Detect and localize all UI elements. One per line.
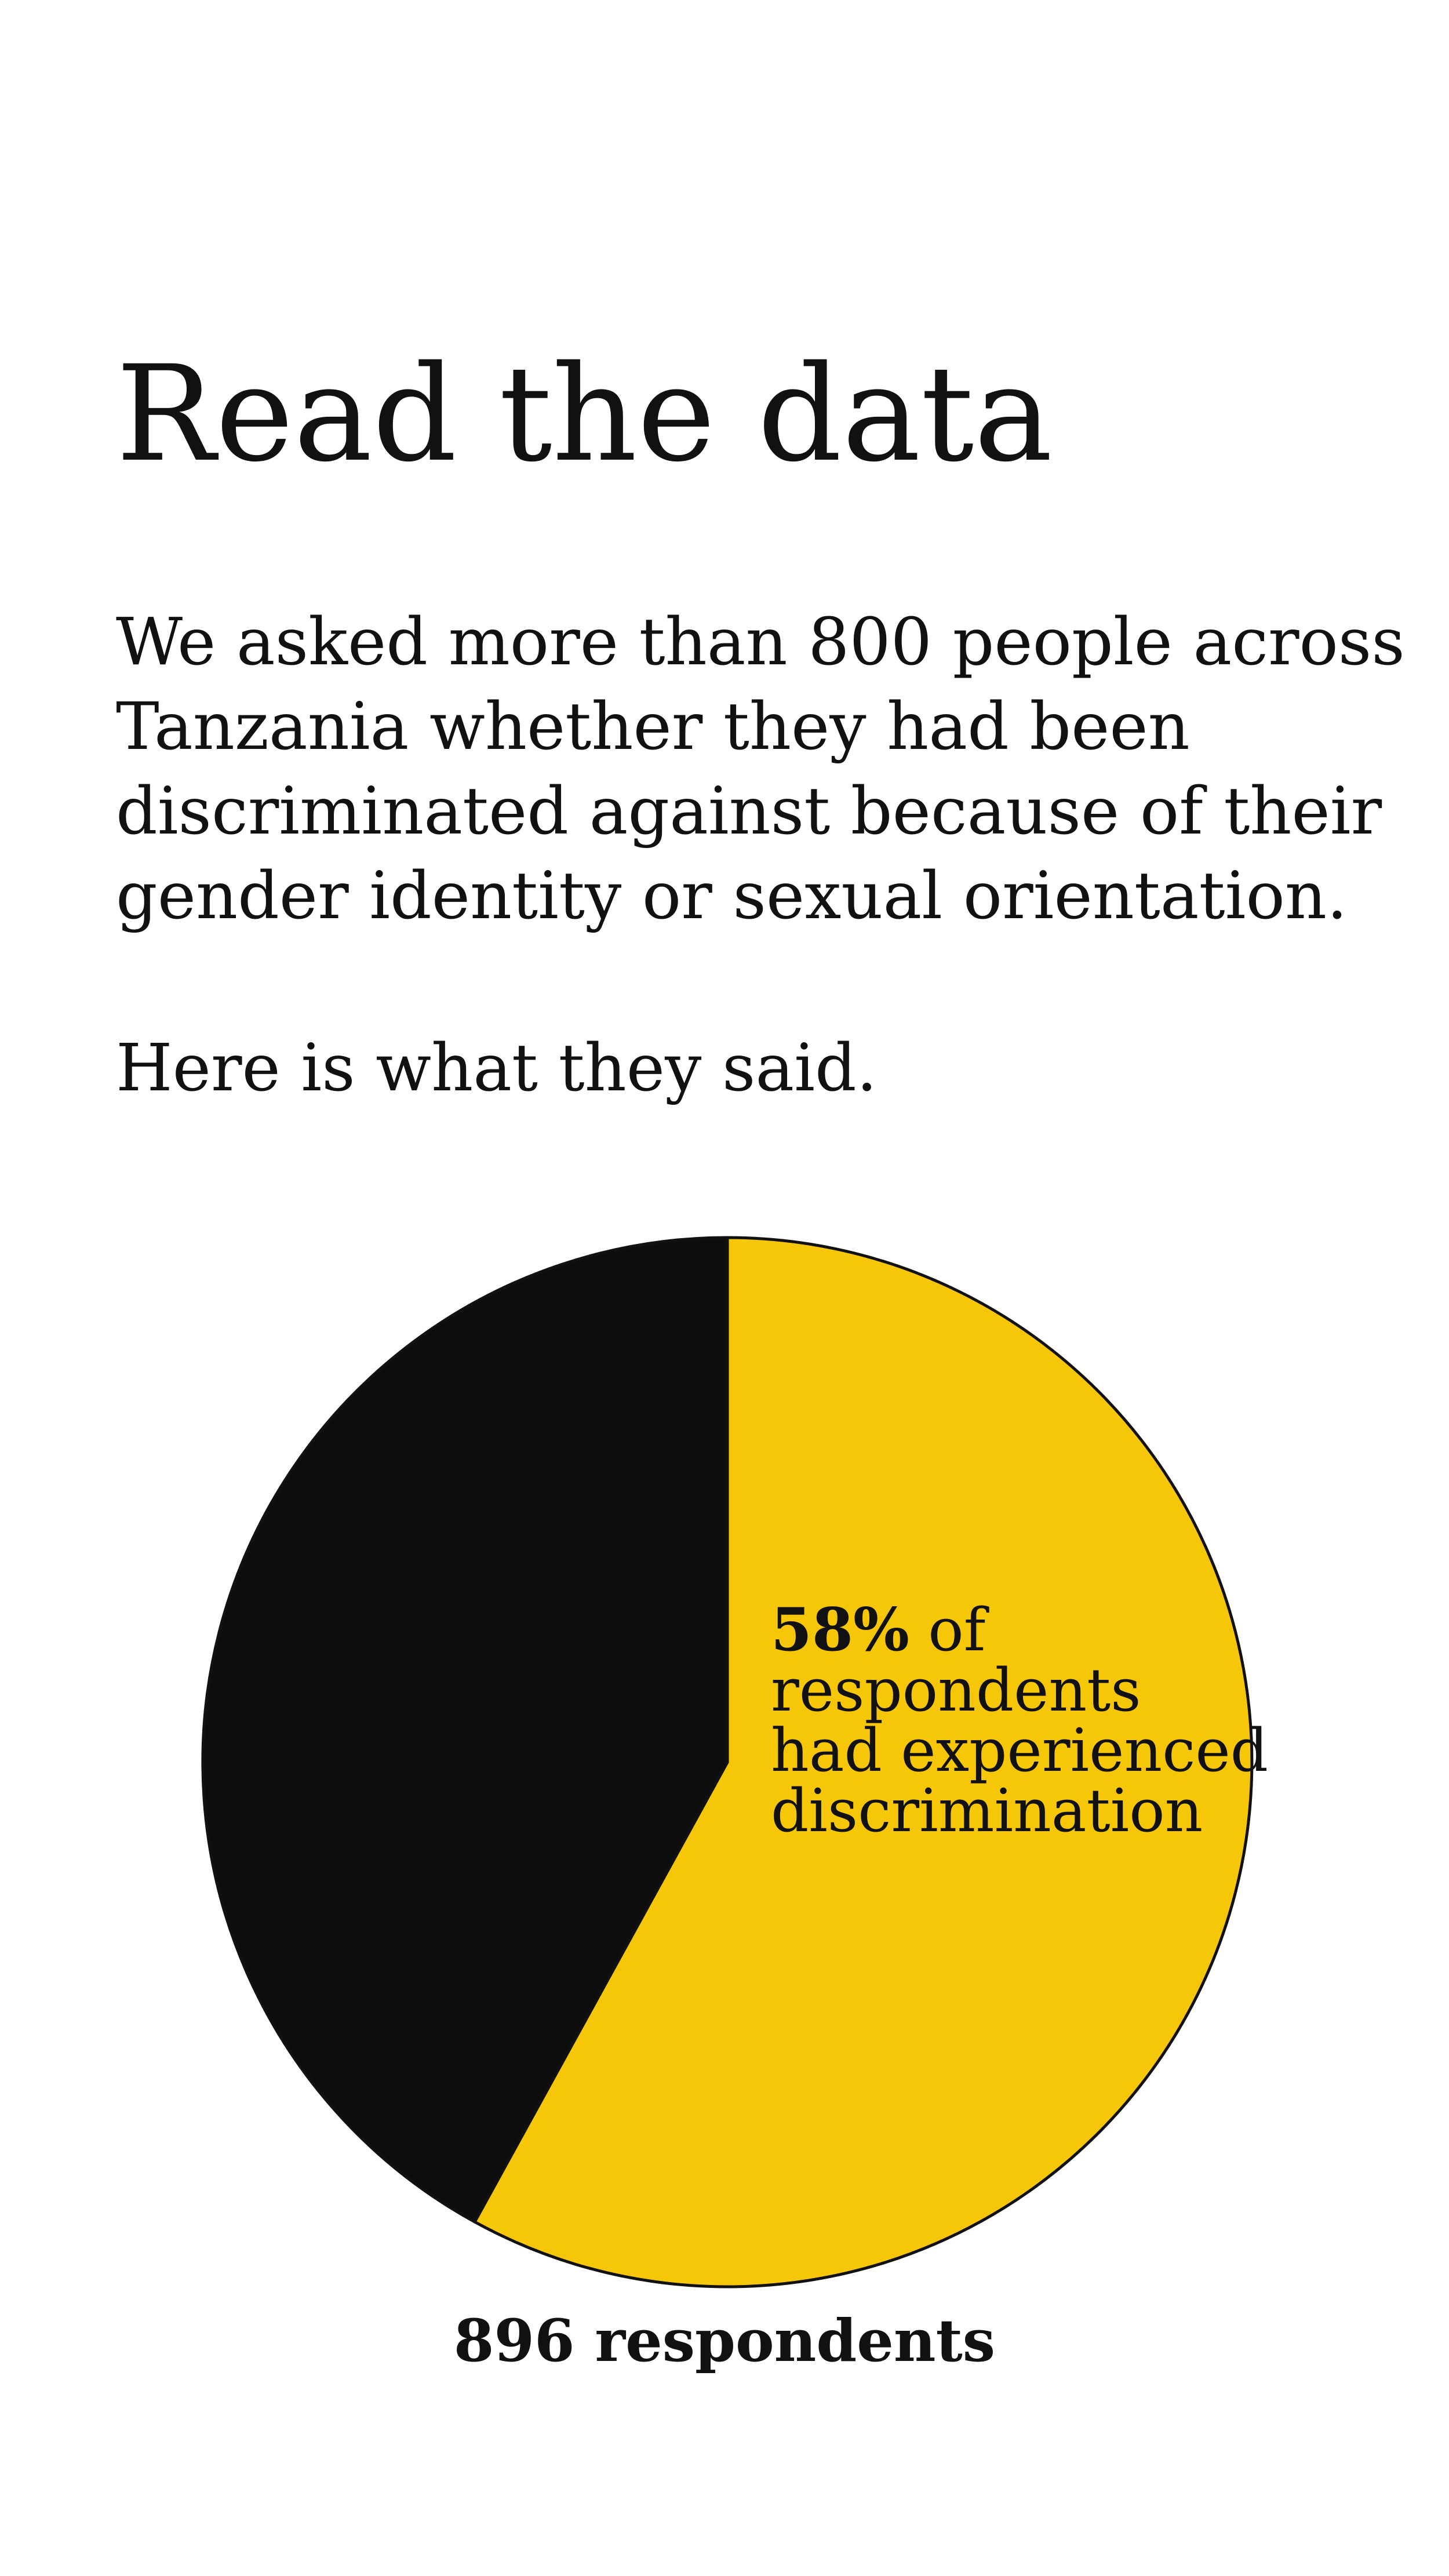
intro-line: Tanzania whether they had been bbox=[116, 689, 1190, 765]
callout-line: 58% of bbox=[771, 1600, 1268, 1661]
page-title: Read the data bbox=[116, 337, 1053, 491]
callout-line: had experienced bbox=[771, 1716, 1268, 1785]
callout-line: respondents bbox=[771, 1656, 1141, 1725]
callout-percent: 58% bbox=[771, 1595, 909, 1665]
slice-callout: 58% of respondents had experienced discr… bbox=[771, 1600, 1268, 1842]
pie-slice-0 bbox=[473, 1236, 1254, 2288]
callout-text: of bbox=[909, 1596, 986, 1665]
intro-line: We asked more than 800 people across bbox=[116, 605, 1405, 680]
callout-line: discrimination bbox=[771, 1777, 1203, 1846]
respondent-count: 896 respondents bbox=[453, 2306, 996, 2375]
intro-paragraph: We asked more than 800 people across Tan… bbox=[116, 600, 1405, 938]
intro-followup: Here is what they said. bbox=[116, 1031, 878, 1106]
intro-line: gender identity or sexual orientation. bbox=[116, 858, 1348, 934]
pie-slice-1 bbox=[201, 1236, 729, 2224]
intro-line: discriminated against because of their bbox=[116, 774, 1382, 849]
